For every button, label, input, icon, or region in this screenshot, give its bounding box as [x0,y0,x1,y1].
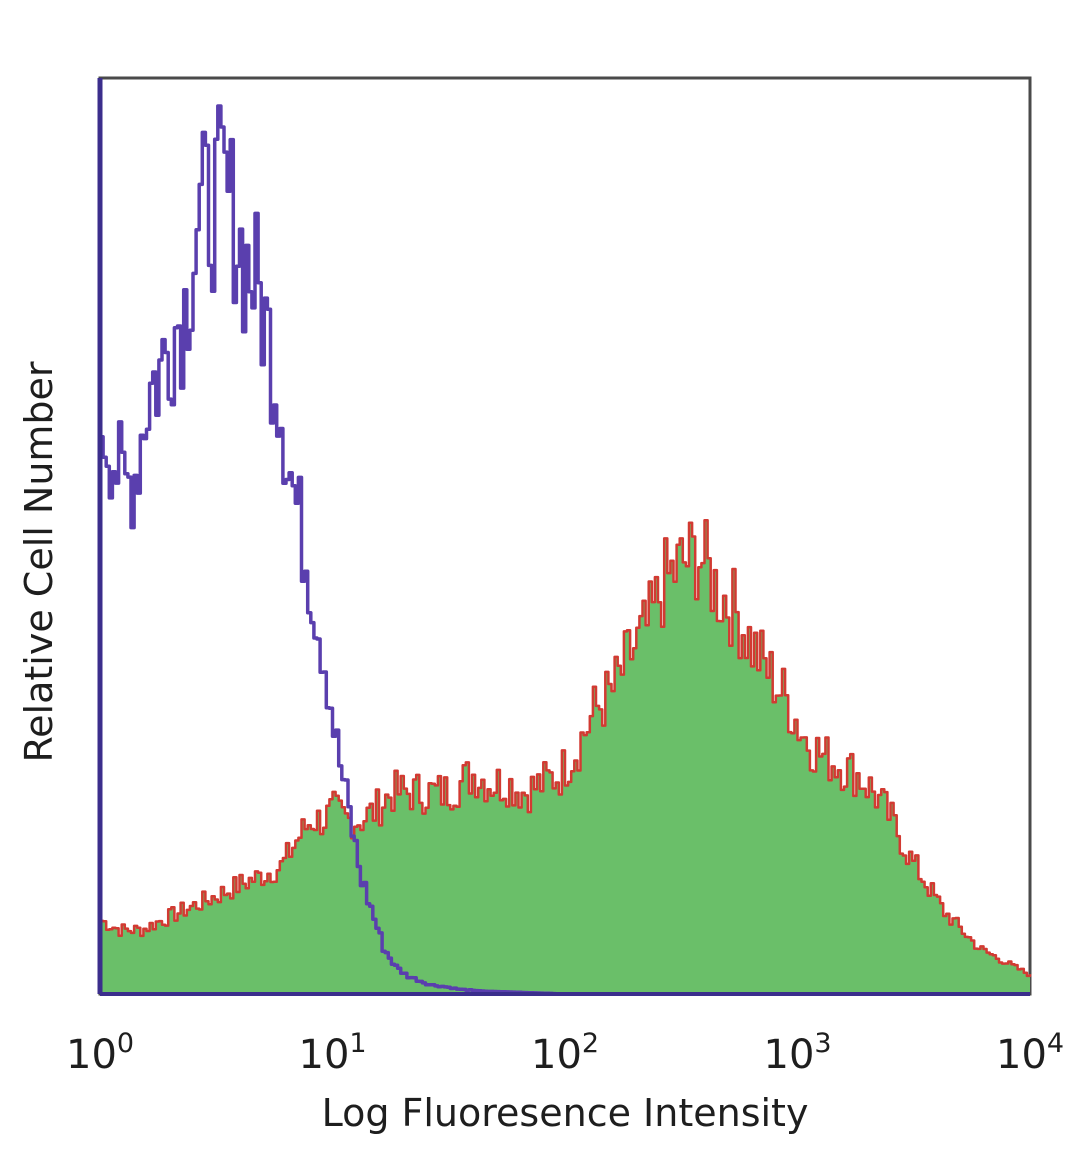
x-tick-label: 104 [996,1028,1064,1078]
x-tick-label: 102 [531,1028,599,1078]
x-axis-title: Log Fluoresence Intensity [322,1091,809,1135]
y-axis-title: Relative Cell Number [17,361,61,762]
x-tick-label: 100 [66,1028,134,1078]
filled-histogram-edge [100,519,1032,978]
x-tick-label: 101 [299,1028,367,1078]
x-tick-label: 103 [764,1028,832,1078]
x-tick-labels: 100 101 102 103 104 [66,1028,1064,1078]
